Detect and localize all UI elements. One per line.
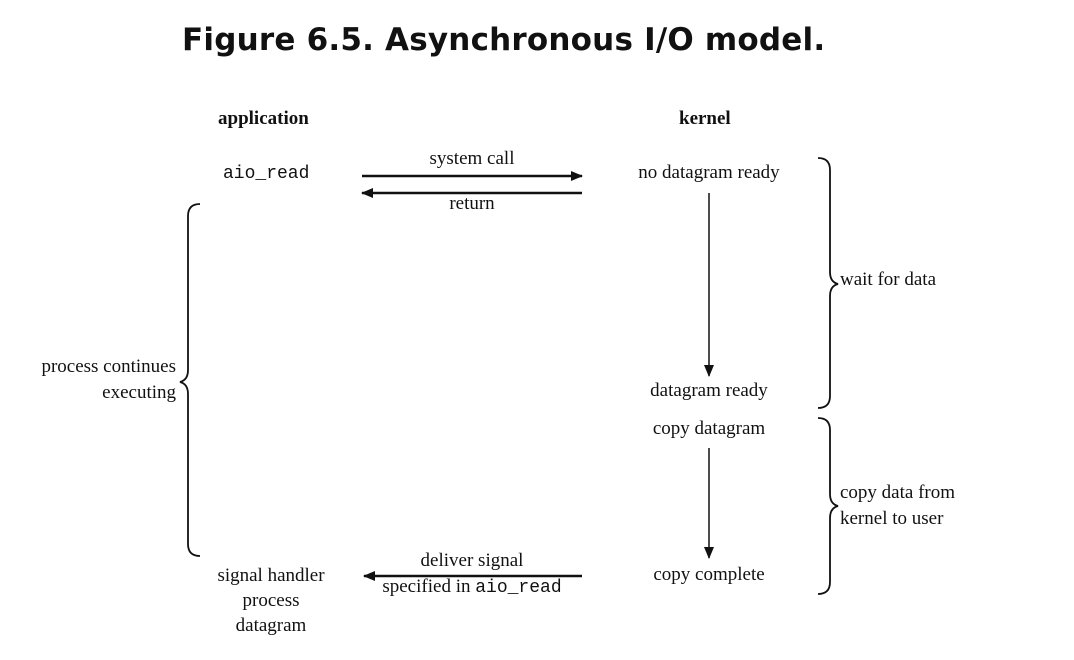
deliver-signal-label: deliver signal — [420, 550, 524, 571]
datagram-ready-label: datagram ready — [650, 380, 768, 401]
wait-for-data-brace — [817, 157, 839, 409]
aio-read-call: aio_read — [223, 164, 310, 184]
return-label: return — [449, 193, 495, 214]
signal-handler-line2: process — [242, 590, 300, 611]
copy-data-line1: copy data from — [840, 482, 956, 503]
wait-for-data-label: wait for data — [840, 269, 937, 290]
signal-handler-line3: datagram — [235, 615, 307, 636]
copy-complete-label: copy complete — [653, 564, 765, 585]
specified-in-prefix: specified in — [382, 576, 476, 597]
system-call-label: system call — [429, 148, 515, 169]
process-continues-brace — [179, 203, 201, 557]
specified-in-func: aio_read — [475, 578, 562, 598]
no-datagram-ready-label: no datagram ready — [638, 162, 780, 183]
signal-handler-line1: signal handler — [217, 565, 325, 586]
process-continues-line2: executing — [102, 382, 176, 403]
copy-data-label: copy data from kernel to user — [840, 480, 955, 532]
copy-datagram-label: copy datagram — [652, 418, 766, 439]
specified-in-label: specified in aio_read — [382, 576, 561, 598]
copy-data-brace — [817, 417, 839, 595]
figure-title: Figure 6.5. Asynchronous I/O model. — [182, 22, 826, 58]
copy-data-line2: kernel to user — [840, 508, 944, 529]
signal-handler-label: signal handler process datagram — [217, 563, 324, 638]
process-continues-line1: process continues — [41, 356, 176, 377]
process-continues-label: process continues executing — [0, 354, 176, 406]
application-column-header: application — [218, 108, 309, 129]
kernel-column-header: kernel — [679, 108, 731, 129]
